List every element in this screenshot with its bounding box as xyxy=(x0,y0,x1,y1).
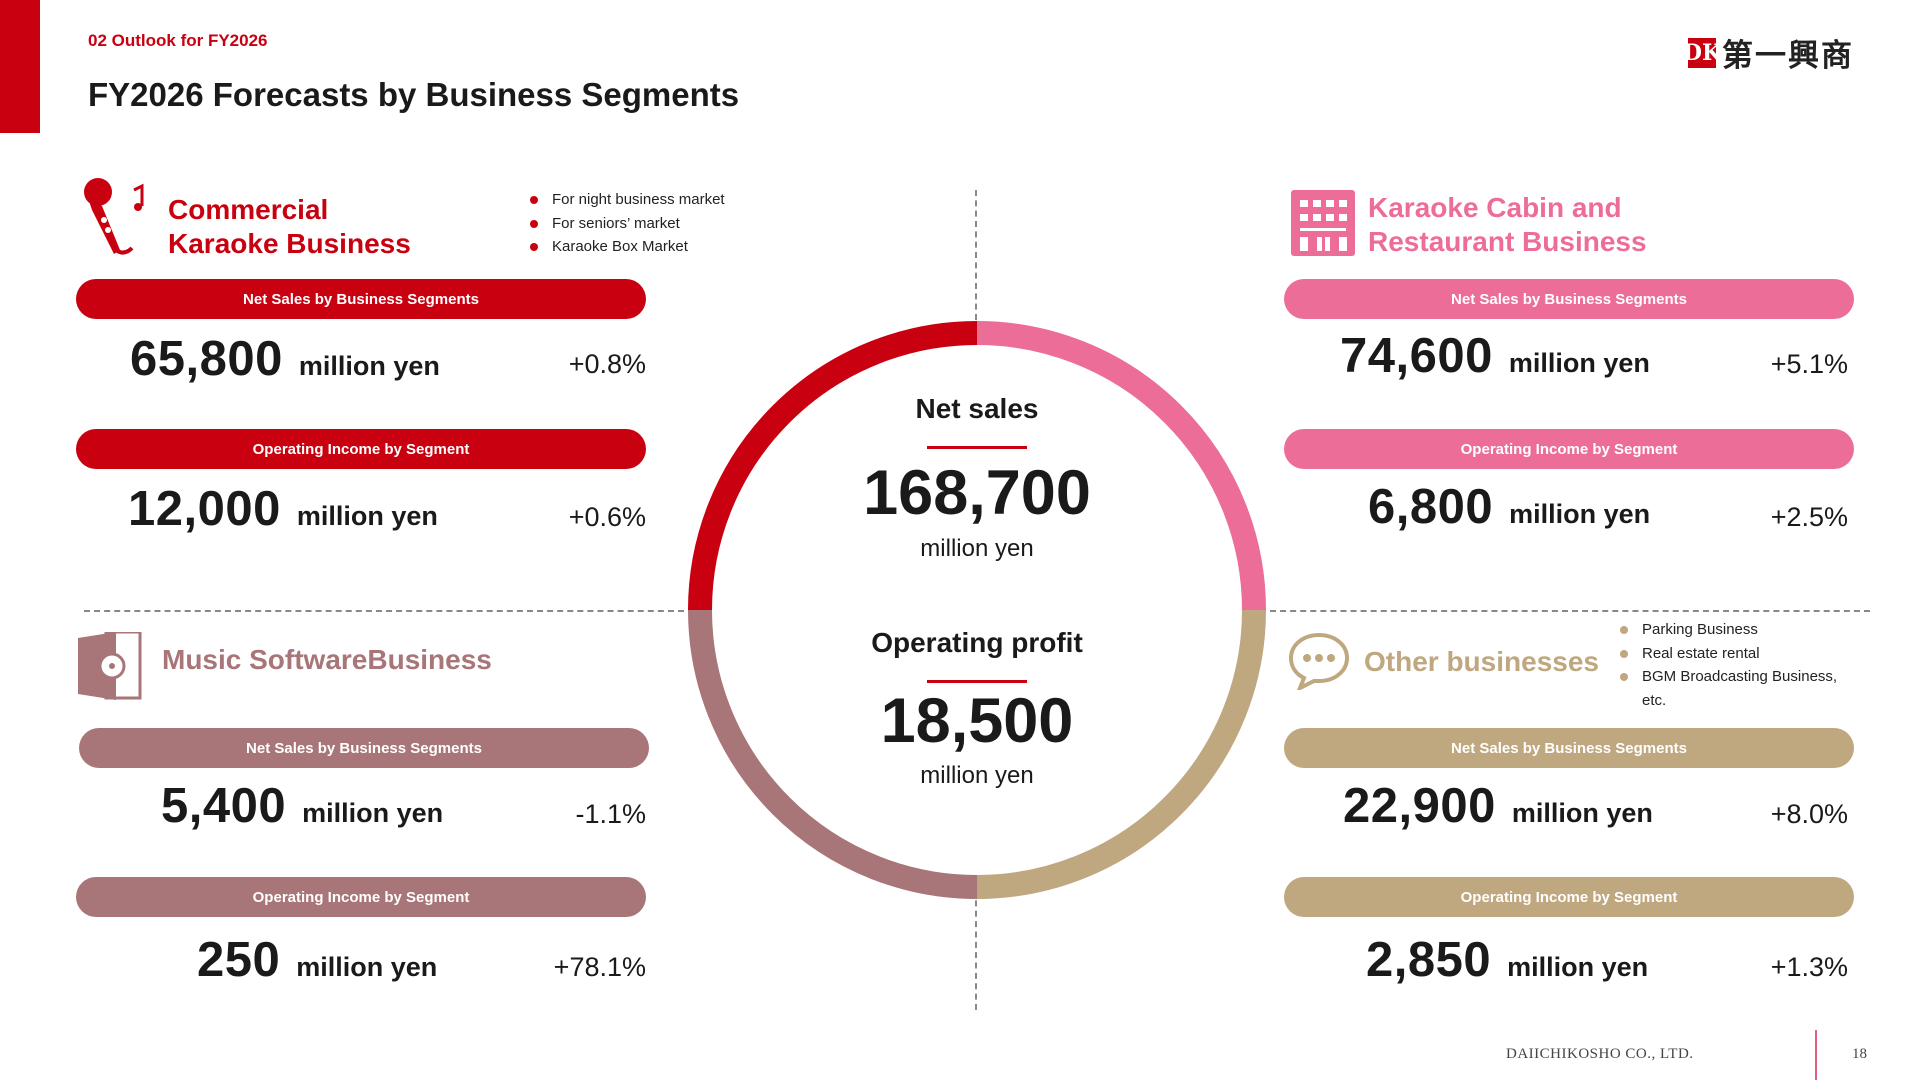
list-item: Real estate rental xyxy=(1614,642,1837,666)
divider-left xyxy=(84,610,684,612)
cabin-sales-value: 74,600 xyxy=(1340,329,1493,383)
other-sales-row: 22,900 million yen xyxy=(1343,778,1653,834)
music-income-pill: Operating Income by Segment xyxy=(76,877,646,917)
center-sales-value: 168,700 xyxy=(863,458,1091,528)
cabin-title-line1: Karaoke Cabin and xyxy=(1368,192,1622,223)
center-profit-unit: million yen xyxy=(920,762,1034,789)
music-sales-row: 5,400 million yen xyxy=(161,778,443,834)
music-income-row: 250 million yen xyxy=(197,932,437,988)
cabin-income-change: +2.5% xyxy=(1770,502,1848,532)
microphone-icon xyxy=(84,178,144,255)
other-income-unit: million yen xyxy=(1507,952,1649,982)
ring-other xyxy=(976,609,1266,899)
cabin-income-pill: Operating Income by Segment xyxy=(1284,429,1854,469)
ring-cabin xyxy=(976,321,1266,611)
commercial-sales-pill: Net Sales by Business Segments xyxy=(76,279,646,319)
commercial-sales-change: +0.8% xyxy=(568,349,646,379)
cabin-title-line2: Restaurant Business xyxy=(1368,226,1647,257)
other-title: Other businesses xyxy=(1364,646,1599,677)
other-income-value: 2,850 xyxy=(1366,933,1492,987)
music-income-change: +78.1% xyxy=(553,952,646,982)
section-label: 02 Outlook for FY2026 xyxy=(88,31,268,50)
cabin-sales-pill: Net Sales by Business Segments xyxy=(1284,279,1854,319)
music-income-value: 250 xyxy=(197,933,281,987)
center-sales-unit: million yen xyxy=(920,535,1034,562)
accent-bar xyxy=(0,0,40,133)
page-number: 18 xyxy=(1852,1046,1867,1062)
list-item: etc. xyxy=(1642,691,1667,709)
segment-ring xyxy=(688,321,1266,899)
cabin-sales-change: +5.1% xyxy=(1770,349,1848,379)
divider-right xyxy=(1270,610,1870,612)
center-profit-value: 18,500 xyxy=(880,686,1074,756)
other-sales-unit: million yen xyxy=(1511,798,1653,828)
commercial-sales-unit: million yen xyxy=(298,351,440,381)
other-income-change: +1.3% xyxy=(1770,952,1848,982)
list-item: For seniors’ market xyxy=(524,212,725,236)
logo-mark: DK xyxy=(1682,37,1722,68)
other-bullets: Parking Business Real estate rental BGM … xyxy=(1614,618,1837,712)
company-logo: DK 第一興商 xyxy=(1682,30,1854,75)
cabin-income-unit: million yen xyxy=(1509,499,1651,529)
building-icon xyxy=(1291,190,1355,256)
commercial-sales-row: 65,800 million yen xyxy=(130,331,440,387)
music-sales-pill: Net Sales by Business Segments xyxy=(79,728,649,768)
divider-bottom xyxy=(975,890,977,1010)
center-profit-label: Operating profit xyxy=(871,627,1083,658)
commercial-sales-value: 65,800 xyxy=(130,332,283,386)
cabin-sales-row: 74,600 million yen xyxy=(1340,328,1650,384)
cabin-title: Karaoke Cabin and Restaurant Business xyxy=(1368,191,1647,259)
center-profit-rule xyxy=(927,680,1027,683)
music-income-unit: million yen xyxy=(296,952,438,982)
commercial-income-pill: Operating Income by Segment xyxy=(76,429,646,469)
other-sales-pill: Net Sales by Business Segments xyxy=(1284,728,1854,768)
footer-divider xyxy=(1815,1030,1817,1080)
cabin-income-row: 6,800 million yen xyxy=(1368,479,1650,535)
list-item: BGM Broadcasting Business, xyxy=(1614,665,1837,689)
other-income-pill: Operating Income by Segment xyxy=(1284,877,1854,917)
speech-bubble-icon xyxy=(1288,632,1350,690)
list-item: Karaoke Box Market xyxy=(524,235,725,259)
commercial-income-unit: million yen xyxy=(296,501,438,531)
logo-text: 第一興商 xyxy=(1722,38,1854,74)
commercial-income-row: 12,000 million yen xyxy=(128,481,438,537)
cabin-sales-unit: million yen xyxy=(1508,348,1650,378)
other-sales-value: 22,900 xyxy=(1343,779,1496,833)
commercial-title: Commercial Karaoke Business xyxy=(168,193,411,261)
music-sales-value: 5,400 xyxy=(161,779,287,833)
footer-company: DAIICHIKOSHO CO., LTD. xyxy=(1506,1046,1694,1062)
center-sales-rule xyxy=(927,446,1027,449)
commercial-bullets: For night business market For seniors’ m… xyxy=(524,188,725,259)
commercial-title-line2: Karaoke Business xyxy=(168,228,411,259)
commercial-title-line1: Commercial xyxy=(168,194,329,225)
ring-music xyxy=(688,609,978,899)
divider-top xyxy=(975,190,977,320)
commercial-income-value: 12,000 xyxy=(128,482,281,536)
music-sales-change: -1.1% xyxy=(575,799,646,829)
music-sales-unit: million yen xyxy=(302,798,444,828)
other-income-row: 2,850 million yen xyxy=(1366,932,1648,988)
music-title: Music SoftwareBusiness xyxy=(162,644,492,675)
list-item: For night business market xyxy=(524,188,725,212)
center-sales-label: Net sales xyxy=(915,393,1039,424)
page-title: FY2026 Forecasts by Business Segments xyxy=(88,76,740,113)
commercial-income-change: +0.6% xyxy=(568,502,646,532)
cabin-income-value: 6,800 xyxy=(1368,480,1494,534)
other-sales-change: +8.0% xyxy=(1770,799,1848,829)
ring-commercial xyxy=(688,321,978,611)
music-disc-icon xyxy=(78,632,142,700)
list-item: Parking Business xyxy=(1614,618,1837,642)
